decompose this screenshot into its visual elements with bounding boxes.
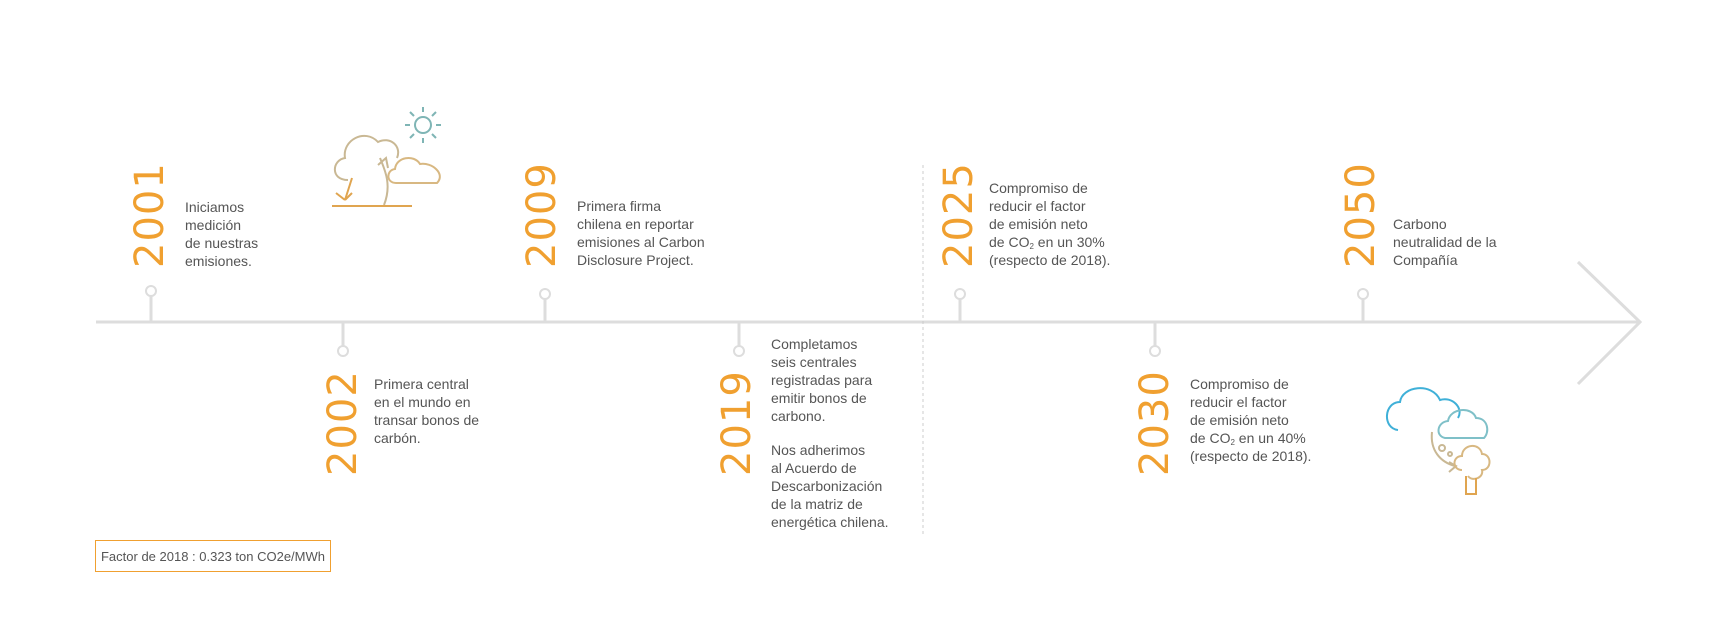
milestone-2002-line: carbón. — [374, 430, 421, 446]
year-2009: 2009 — [519, 162, 565, 268]
milestone-2001-line: Iniciamos — [185, 199, 245, 215]
milestone-2002-line: transar bonos de — [374, 412, 480, 428]
milestone-2019-line: Nos adherimos — [771, 442, 866, 458]
co2-subscript: 2 — [1230, 438, 1235, 447]
milestone-2009-line: chilena en reportar — [577, 216, 694, 232]
year-2001: 2001 — [127, 162, 173, 268]
milestone-2050-line: Compañía — [1393, 252, 1458, 268]
milestone-2030-text: Compromiso de reducir el factor de emisi… — [1190, 375, 1340, 465]
milestone-2001-line: emisiones. — [185, 253, 252, 269]
milestone-2030-line: reducir el factor — [1190, 394, 1287, 410]
milestone-2030-line: (respecto de 2018). — [1190, 448, 1312, 464]
marker-2050 — [1357, 288, 1369, 322]
milestone-2019-line: emitir bonos de — [771, 390, 867, 406]
milestone-2030-co2-line: de CO2 en un 40% — [1190, 429, 1340, 447]
milestone-2030-line: Compromiso de — [1190, 376, 1289, 392]
marker-2030 — [1149, 322, 1161, 357]
co2-suffix: en un 30% — [1033, 234, 1105, 250]
co2-subscript: 2 — [1029, 242, 1034, 251]
year-2030: 2030 — [1132, 370, 1178, 476]
milestone-2019-line: de la matriz de — [771, 496, 863, 512]
marker-2025 — [954, 288, 966, 322]
milestone-2019-line: energética chilena. — [771, 514, 889, 530]
milestone-2030-line: de emisión neto — [1190, 412, 1289, 428]
milestone-2025-co2-line: de CO2 en un 30% — [989, 233, 1139, 251]
milestone-2009-line: Disclosure Project. — [577, 252, 694, 268]
milestone-2002-line: en el mundo en — [374, 394, 471, 410]
milestone-2025-line: reducir el factor — [989, 198, 1086, 214]
milestone-2009-text: Primera firma chilena en reportar emisio… — [577, 197, 727, 269]
marker-2002 — [337, 322, 349, 357]
year-2019: 2019 — [714, 370, 760, 476]
marker-2019 — [733, 322, 745, 357]
milestone-2019-line: Descarbonización — [771, 478, 883, 494]
milestone-2019-line: al Acuerdo de — [771, 460, 857, 476]
co2-prefix: de CO — [989, 234, 1030, 250]
marker-2001 — [145, 285, 157, 322]
milestone-2001-line: de nuestras — [185, 235, 259, 251]
milestone-2050-text: Carbono neutralidad de la Compañía — [1393, 215, 1543, 269]
milestone-2019-text: Completamos seis centrales registradas p… — [771, 335, 921, 531]
co2-prefix: de CO — [1190, 430, 1231, 446]
milestone-2025-text: Compromiso de reducir el factor de emisi… — [989, 179, 1139, 269]
weather-cloud-sun-icon — [332, 107, 441, 207]
milestone-2019-line: Completamos — [771, 336, 858, 352]
timeline-arrow-head — [1576, 260, 1643, 386]
milestone-2002-line: Primera central — [374, 376, 469, 392]
milestone-2025-line: Compromiso de — [989, 180, 1088, 196]
milestone-2009-line: Primera firma — [577, 198, 662, 214]
milestone-2025-line: (respecto de 2018). — [989, 252, 1111, 268]
year-2050: 2050 — [1338, 162, 1384, 268]
year-2025: 2025 — [936, 162, 982, 268]
emission-factor-note: Factor de 2018 : 0.323 ton CO2e/MWh — [95, 540, 331, 572]
year-2002: 2002 — [320, 370, 366, 476]
milestone-2025-line: de emisión neto — [989, 216, 1088, 232]
marker-2009 — [539, 288, 551, 322]
milestone-2050-line: neutralidad de la — [1393, 234, 1497, 250]
milestone-2002-text: Primera central en el mundo en transar b… — [374, 375, 524, 447]
paragraph-gap — [771, 425, 921, 441]
milestone-2019-line: registradas para — [771, 372, 873, 388]
milestone-2001-text: Iniciamos medición de nuestras emisiones… — [185, 198, 335, 270]
milestone-2050-line: Carbono — [1393, 216, 1447, 232]
co2-suffix: en un 40% — [1234, 430, 1306, 446]
cloud-tree-icon — [1386, 387, 1491, 495]
milestone-2009-line: emisiones al Carbon — [577, 234, 705, 250]
milestone-2019-line: seis centrales — [771, 354, 857, 370]
milestone-2019-line: carbono. — [771, 408, 826, 424]
milestone-2001-line: medición — [185, 217, 242, 233]
